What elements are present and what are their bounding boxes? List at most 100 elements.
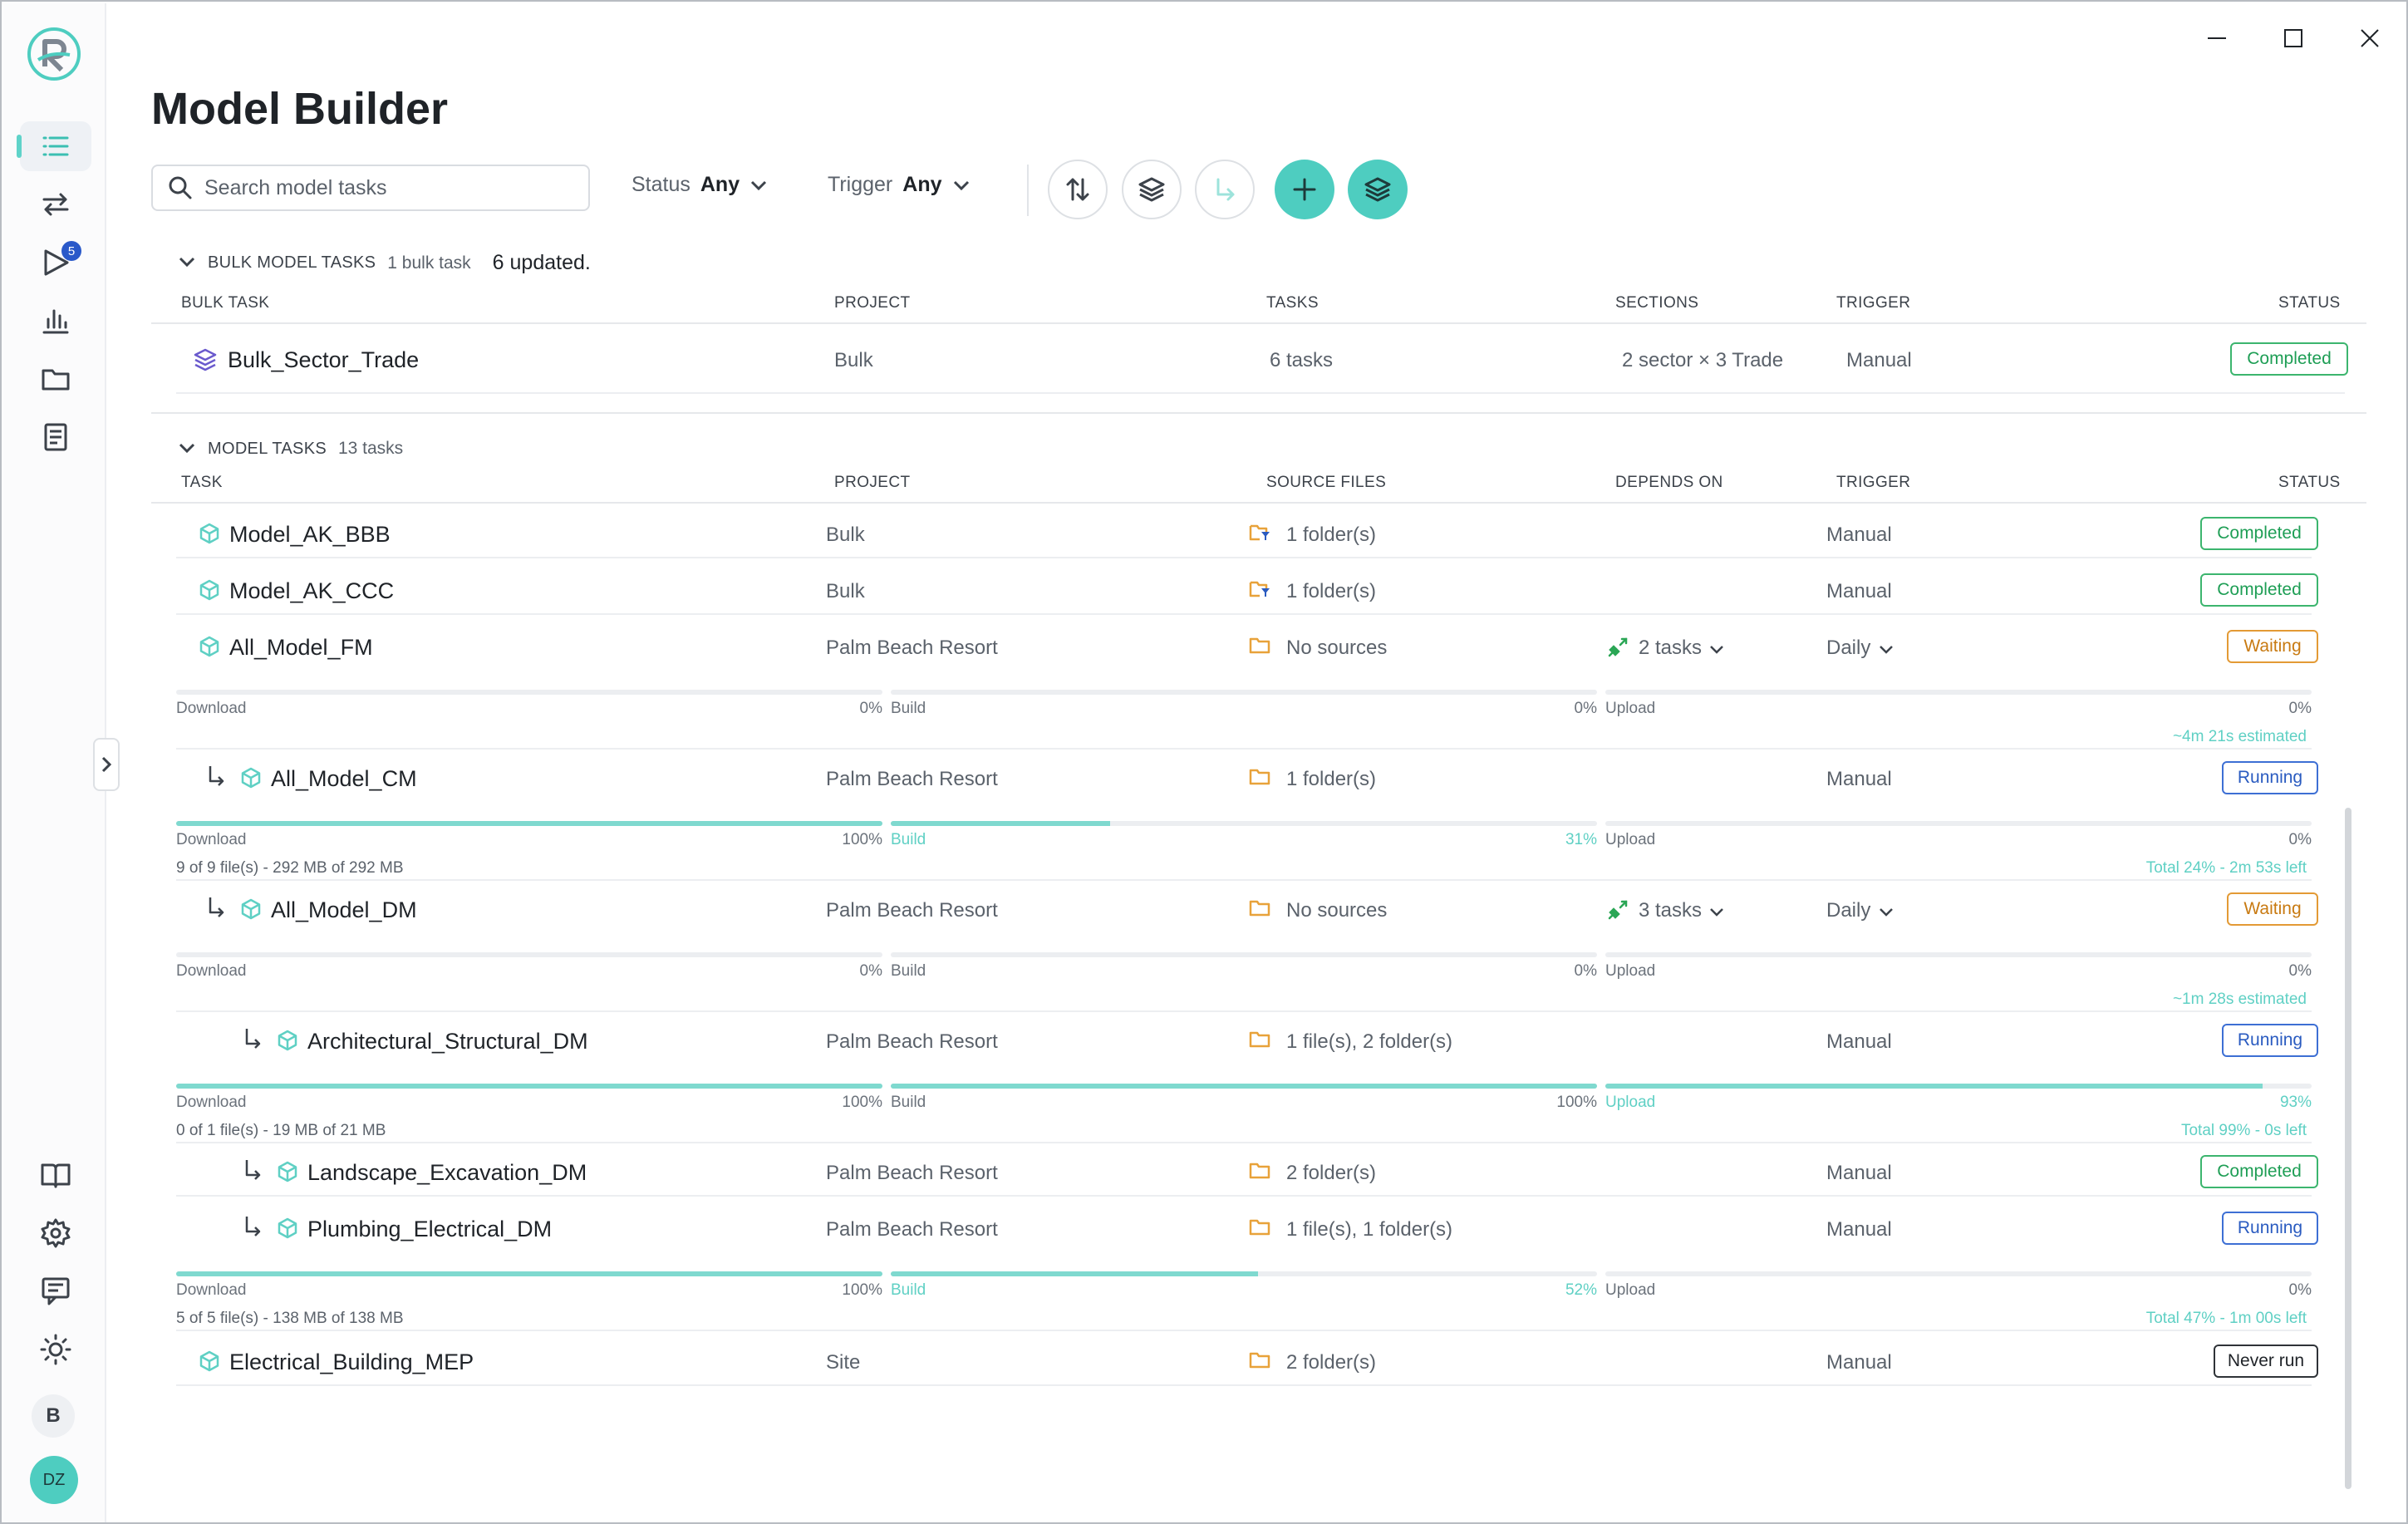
model-cube-icon — [241, 767, 261, 789]
task-trigger: Manual — [1826, 1218, 1892, 1241]
task-trigger: Manual — [1826, 524, 1892, 546]
nav-settings[interactable] — [20, 1208, 91, 1258]
child-arrow-icon — [245, 1217, 261, 1236]
chevron-down-icon — [1880, 646, 1893, 654]
nav-analytics[interactable] — [20, 296, 91, 346]
build-label: Build — [891, 1094, 926, 1111]
task-sources: 1 folder(s) — [1286, 524, 1377, 546]
collapse-bulk-icon[interactable] — [178, 256, 196, 268]
status-filter[interactable]: Status Any — [631, 173, 768, 197]
chevron-down-icon — [953, 180, 969, 190]
maximize-button[interactable] — [2277, 22, 2310, 55]
search-box[interactable] — [151, 165, 590, 211]
bulk-section-header: BULK MODEL TASKS 1 bulk task 6 updated. — [208, 251, 591, 275]
task-project: Palm Beach Resort — [826, 1218, 998, 1241]
toolbar-divider — [1027, 165, 1029, 216]
sidebar-expand-button[interactable] — [93, 738, 120, 791]
task-name: Architectural_Structural_DM — [307, 1029, 588, 1054]
divider — [151, 412, 2366, 414]
task-project: Palm Beach Resort — [826, 1030, 998, 1053]
status-badge: Completed — [2200, 573, 2318, 607]
status-badge: Never run — [2214, 1345, 2318, 1378]
build-percent: 100% — [1556, 1094, 1597, 1111]
nav-feedback[interactable] — [20, 1266, 91, 1316]
trigger-dropdown[interactable]: Daily — [1826, 896, 1909, 926]
chevron-down-icon — [1710, 646, 1723, 654]
plus-icon — [1293, 178, 1316, 201]
upload-progress-bar — [1605, 690, 2312, 695]
download-label: Download — [176, 962, 247, 980]
upload-label: Upload — [1605, 831, 1656, 848]
upload-progress-bar — [1605, 952, 2312, 957]
bulk-tasks: 6 tasks — [1270, 349, 1334, 371]
scrollbar[interactable] — [2345, 808, 2351, 1489]
divider — [176, 1010, 2312, 1012]
upload-label: Upload — [1605, 700, 1656, 717]
upload-progress-bar — [1605, 1271, 2312, 1276]
model-cube-icon — [199, 523, 219, 544]
model-cube-icon — [241, 898, 261, 920]
minimize-button[interactable] — [2200, 22, 2234, 55]
divider — [176, 1195, 2312, 1197]
col-source-files: SOURCE FILES — [1266, 474, 1387, 491]
nav-queue[interactable]: 5 — [20, 238, 91, 288]
col-trigger: TRIGGER — [1836, 474, 1911, 491]
app-logo — [27, 27, 81, 81]
filtered-folder-icon — [1249, 581, 1270, 597]
task-sources: 1 file(s), 2 folder(s) — [1286, 1030, 1453, 1053]
task-project: Bulk — [826, 524, 865, 546]
task-sources: 1 folder(s) — [1286, 580, 1377, 602]
sort-button[interactable] — [1048, 160, 1108, 219]
source-folder-icon — [1249, 900, 1270, 917]
download-progress-fill — [176, 1084, 882, 1089]
build-label: Build — [891, 700, 926, 717]
download-progress-bar — [176, 821, 882, 826]
workspace-avatar[interactable]: B — [32, 1394, 75, 1438]
close-button[interactable] — [2353, 22, 2386, 55]
child-arrow-icon — [245, 1160, 261, 1180]
queue-badge: 5 — [61, 241, 81, 261]
download-label: Download — [176, 831, 247, 848]
chevron-down-icon — [1880, 908, 1893, 917]
task-sources: 2 folder(s) — [1286, 1162, 1377, 1184]
task-name: All_Model_CM — [271, 766, 417, 791]
model-cube-icon — [199, 579, 219, 601]
task-trigger: Manual — [1826, 1351, 1892, 1374]
layers-button[interactable] — [1122, 160, 1182, 219]
upload-percent: 0% — [2288, 700, 2312, 717]
build-progress-bar — [891, 1271, 1597, 1276]
user-avatar[interactable]: DZ — [30, 1456, 78, 1504]
nav-docs[interactable] — [20, 1150, 91, 1200]
download-progress-bar — [176, 1271, 882, 1276]
task-name: All_Model_DM — [271, 897, 417, 922]
task-sources: 1 folder(s) — [1286, 768, 1377, 790]
build-progress-fill — [891, 1084, 1597, 1089]
nav-documents[interactable] — [20, 412, 91, 462]
model-cube-icon — [199, 636, 219, 657]
nav-folders[interactable] — [20, 354, 91, 404]
depends-dropdown[interactable]: 2 tasks — [1602, 633, 1727, 663]
settings-icon — [41, 1218, 71, 1248]
trigger-dropdown[interactable]: Daily — [1826, 633, 1909, 663]
nav-tasks[interactable] — [17, 121, 91, 171]
add-task-button[interactable] — [1275, 160, 1334, 219]
upload-label: Upload — [1605, 1094, 1656, 1111]
bulk-updated: 6 updated. — [492, 251, 591, 274]
depends-dropdown[interactable]: 3 tasks — [1602, 896, 1727, 926]
build-label: Build — [891, 962, 926, 980]
bulk-add-button[interactable] — [1348, 160, 1408, 219]
nav-theme[interactable] — [20, 1325, 91, 1374]
download-progress-fill — [176, 821, 882, 826]
trigger-filter[interactable]: Trigger Any — [828, 173, 971, 197]
status-badge: Completed — [2200, 1155, 2318, 1188]
add-dependency-button[interactable] — [1195, 160, 1255, 219]
model-cube-icon — [278, 1217, 297, 1239]
nav-transfer[interactable] — [20, 179, 91, 229]
trigger-filter-label: Trigger — [828, 173, 893, 196]
collapse-model-icon[interactable] — [178, 442, 196, 454]
build-percent: 0% — [1574, 700, 1597, 717]
upload-label: Upload — [1605, 962, 1656, 980]
task-name: Model_AK_CCC — [229, 578, 395, 603]
search-input[interactable] — [204, 175, 553, 200]
